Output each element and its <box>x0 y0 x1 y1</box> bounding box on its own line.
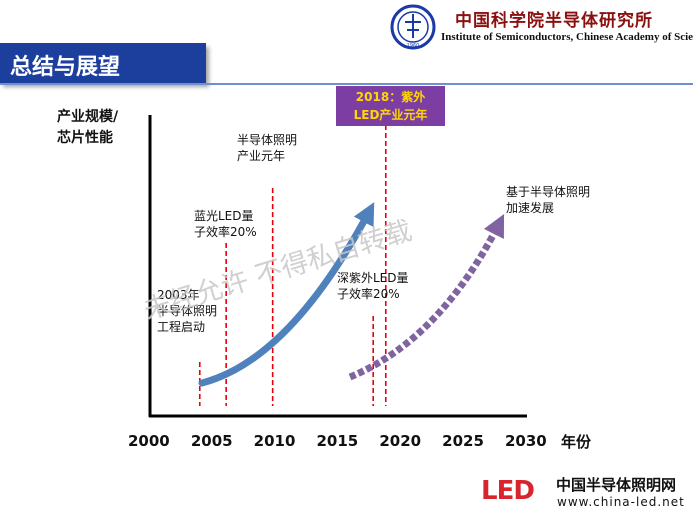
note-duv-led: 深紫外LED量 子效率20% <box>337 271 409 301</box>
note-future: 基于半导体照明 加速发展 <box>506 185 591 215</box>
footer-led-logo: LED <box>481 476 535 506</box>
institute-name-cn: 中国科学院半导体研究所 <box>455 11 653 31</box>
institute-logo-icon: 1960 <box>390 4 436 50</box>
x-tick-label: 2020 <box>379 432 422 450</box>
footer-site-name[interactable]: 中国半导体照明网 <box>556 476 677 494</box>
purple-growth-arrow <box>348 214 505 381</box>
note-blue-led: 蓝光LED量 子效率20% <box>194 209 257 239</box>
note-lighting-year: 半导体照明 产业元年 <box>237 133 298 163</box>
footer-url[interactable]: www.china-led.net <box>557 495 685 509</box>
x-axis-label: 年份 <box>561 433 592 451</box>
x-tick-label: 2030 <box>505 432 547 450</box>
title-bar <box>0 43 206 83</box>
note-2003: 2003年 半导体照明 工程启动 <box>157 288 218 334</box>
blue-growth-arrow <box>198 202 375 387</box>
y-axis-label: 产业规模/ 芯片性能 <box>57 109 119 146</box>
x-tick-label: 2010 <box>253 432 296 450</box>
institute-name-en: Institute of Semiconductors, Chinese Aca… <box>441 31 693 43</box>
logo-year-text: 1960 <box>407 43 420 49</box>
page-title: 总结与展望 <box>10 55 121 80</box>
x-tick-label: 2015 <box>316 432 359 450</box>
x-tick-label: 2025 <box>442 432 484 450</box>
title-divider <box>0 83 693 85</box>
x-tick-label: 2000 <box>128 432 170 450</box>
badge-2018: 2018：紫外 LED产业元年 <box>336 86 445 126</box>
x-tick-label: 2005 <box>190 432 233 450</box>
